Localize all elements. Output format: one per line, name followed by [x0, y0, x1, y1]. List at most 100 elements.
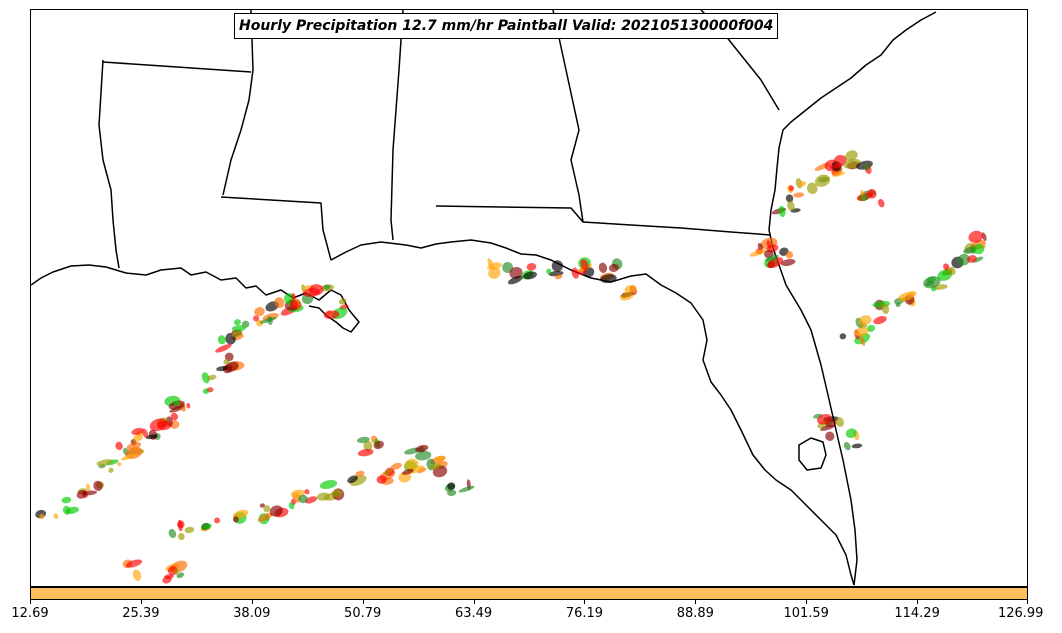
colorbar-tick-label: 12.69	[11, 606, 49, 621]
precip-blob	[895, 302, 901, 308]
precip-blob	[263, 505, 271, 513]
precip-blob	[554, 274, 563, 280]
precip-blob	[347, 475, 358, 484]
precip-blob	[873, 316, 887, 325]
precip-blob	[149, 418, 167, 432]
precip-blob	[93, 480, 103, 491]
precip-blob	[778, 205, 786, 218]
precip-blob	[96, 459, 114, 466]
precip-blob	[39, 513, 45, 520]
precip-blob	[82, 490, 98, 496]
precip-blob	[186, 402, 191, 409]
precip-blob	[624, 284, 637, 295]
precip-blob	[201, 372, 210, 384]
precip-blob	[298, 494, 308, 504]
precip-blob	[126, 442, 142, 451]
precip-blob	[162, 575, 172, 584]
border-mississippi-alabama	[390, 10, 404, 241]
colorbar-tick	[251, 600, 253, 604]
precip-blob	[839, 333, 847, 340]
colorbar-tick-label: 126.99	[997, 606, 1044, 621]
precip-blob	[858, 315, 872, 326]
colorbar-tick-label: 114.29	[894, 606, 940, 621]
precip-blob	[323, 310, 340, 320]
colorbar-tick-label: 88.89	[676, 606, 714, 621]
precip-blob	[141, 428, 148, 438]
precip-blob	[86, 483, 91, 492]
precip-blob	[223, 359, 230, 365]
map-canvas	[31, 10, 987, 586]
border-alabama-florida	[435, 205, 772, 236]
precip-blob	[598, 262, 608, 273]
precip-blob	[820, 424, 835, 431]
precip-blob	[168, 528, 177, 539]
precip-blob	[948, 266, 956, 276]
precip-blob	[383, 469, 393, 475]
precip-blob	[201, 523, 212, 530]
border-texas-louisiana	[98, 59, 120, 269]
precip-blob	[488, 267, 501, 279]
precip-blob	[785, 194, 794, 203]
precip-blob	[232, 516, 239, 523]
precip-blob	[415, 444, 429, 453]
precip-blob	[866, 324, 876, 332]
precip-blob	[390, 462, 402, 470]
border-alabama-georgia	[552, 10, 584, 223]
precip-blob	[817, 413, 832, 425]
precip-blob	[551, 260, 564, 272]
precip-blob	[854, 327, 869, 337]
precip-blob	[435, 455, 446, 462]
precip-blob	[845, 150, 858, 161]
precip-blob	[53, 513, 59, 519]
precip-blob	[217, 335, 226, 345]
precip-blob	[973, 243, 985, 255]
precip-blob	[429, 463, 442, 470]
precip-blob	[608, 263, 619, 272]
border-mississippi-west	[222, 10, 254, 196]
precip-blob	[288, 502, 295, 510]
precip-blob	[338, 298, 347, 305]
precip-blob	[487, 258, 494, 269]
colorbar-tick-label: 101.59	[783, 606, 829, 621]
precip-blob	[404, 458, 419, 471]
precip-blob	[814, 174, 831, 187]
precip-blob	[502, 261, 514, 273]
precip-blob	[859, 335, 866, 346]
precip-blob	[749, 249, 767, 257]
precip-blob	[253, 315, 260, 322]
coastline-atlantic	[776, 11, 937, 169]
precip-blob	[178, 532, 185, 541]
precip-blob	[793, 192, 805, 198]
precip-blob	[881, 302, 890, 314]
precip-blob	[923, 276, 941, 289]
precip-blob	[274, 297, 285, 309]
precip-blob	[125, 559, 143, 568]
border-arkansas-louisiana	[102, 61, 252, 73]
precip-blob	[177, 519, 183, 532]
precip-blob	[254, 307, 265, 317]
precip-blob	[176, 572, 185, 579]
colorbar-tick-label: 63.49	[454, 606, 493, 621]
border-louisiana-mississippi	[220, 196, 332, 261]
lake-okeechobee	[798, 437, 827, 471]
precip-blob	[620, 292, 634, 301]
precip-blob	[214, 517, 221, 524]
precip-blob	[61, 496, 72, 504]
precip-blob	[398, 471, 412, 483]
colorbar-tick	[806, 600, 808, 604]
precip-blob	[115, 441, 123, 451]
precip-blob	[806, 182, 818, 195]
precip-blob	[968, 230, 983, 243]
precip-blob	[231, 325, 246, 332]
precip-blob	[845, 428, 857, 439]
precip-blob	[356, 436, 370, 444]
precip-blob	[580, 259, 589, 271]
precip-blob	[355, 470, 365, 477]
precip-blob	[108, 467, 114, 473]
colorbar-tick	[584, 600, 586, 604]
precip-blob	[120, 453, 138, 461]
precip-blob	[907, 291, 917, 297]
precip-blob	[967, 255, 977, 263]
precip-blob	[233, 319, 241, 326]
colorbar-tick	[30, 600, 31, 604]
